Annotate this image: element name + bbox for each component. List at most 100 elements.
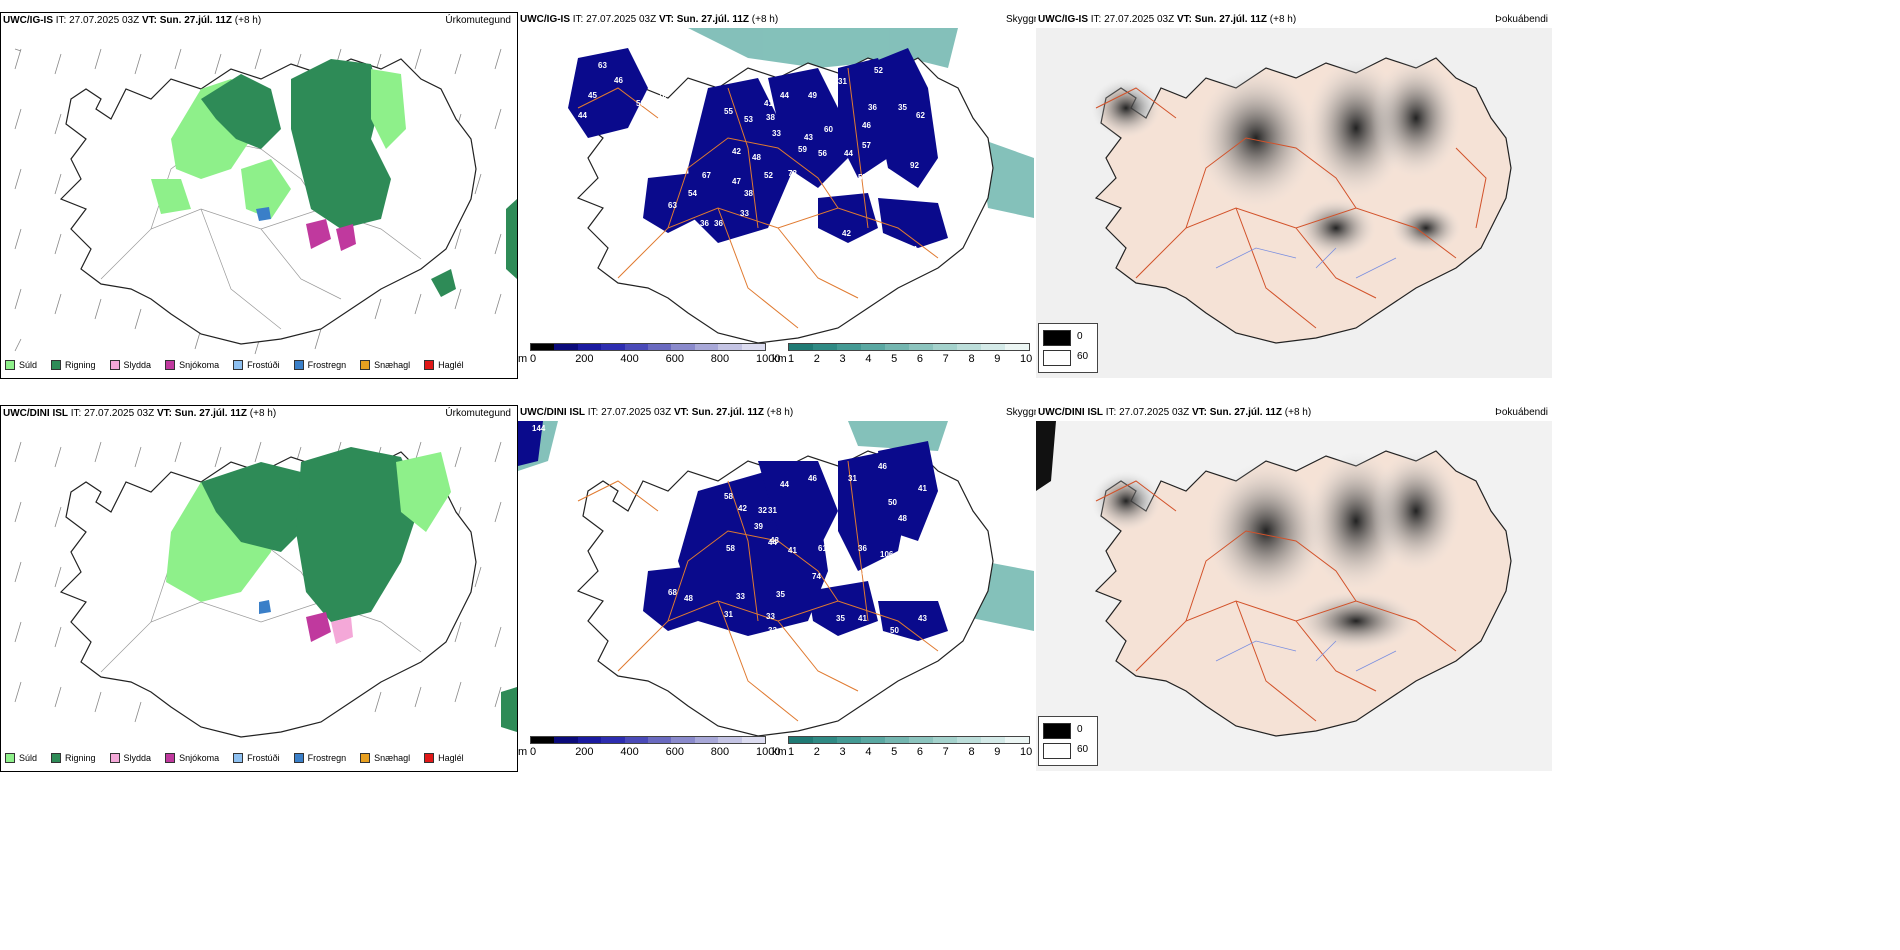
model-name: UWC/DINI ISL [520, 407, 585, 418]
ceiling-value-label: 106 [880, 550, 894, 559]
fog-panel-top: UWC/IG-IS IT: 27.07.2025 03Z VT: Sun. 27… [1036, 12, 1554, 379]
colorbar-tick: 1000 [756, 353, 781, 365]
model-name: UWC/IG-IS [1038, 14, 1088, 25]
colorbar-tick: 1 [788, 746, 795, 758]
legend-item-frostregn: Frostregn [293, 753, 346, 763]
colorbar-tick: 0 [530, 746, 537, 758]
ceiling-value-label: 36 [858, 544, 867, 553]
ceiling-panel-bottom: UWC/DINI ISL IT: 27.07.2025 03Z VT: Sun.… [518, 405, 1036, 772]
legend-swatch [293, 360, 304, 370]
vt-label: VT: [1191, 407, 1207, 418]
lead-time: (+8 h) [766, 407, 794, 418]
legend-swatch [165, 360, 176, 370]
ceiling-value-label: 63 [598, 61, 607, 70]
ceiling-areas [518, 421, 948, 641]
legend-label: Snæhagl [374, 360, 411, 370]
legend-label: Snæhagl [374, 753, 411, 763]
ceiling-value-label: 41 [858, 614, 867, 623]
panel-header: UWC/IG-IS IT: 27.07.2025 03Z VT: Sun. 27… [520, 12, 1034, 28]
ceiling-value-label: 61 [818, 544, 827, 553]
ceiling-value-label: 74 [812, 572, 821, 581]
colorbar-tick: 5 [891, 746, 898, 758]
fog-legend-high: 60 [1077, 744, 1089, 755]
legend-item-frostúði: Frostúði [233, 753, 280, 763]
colorbar-tick: 3 [839, 746, 846, 758]
fog-panel-bottom: UWC/DINI ISL IT: 27.07.2025 03Z VT: Sun.… [1036, 405, 1554, 772]
ceiling-value-label: 60 [824, 125, 833, 134]
it-label: IT: [1105, 407, 1117, 418]
legend-label: Súld [19, 753, 38, 763]
model-name: UWC/IG-IS [520, 14, 570, 25]
vt-label: VT: [673, 407, 689, 418]
legend-item-slydda: Slydda [109, 753, 152, 763]
ceiling-value-label: 34 [818, 231, 827, 240]
ceiling-value-label: 64 [764, 712, 773, 721]
vt-value: Sun. 27.júl. 11Z [676, 14, 749, 25]
legend-label: Slydda [123, 753, 152, 763]
legend-item-rigning: Rigning [51, 360, 96, 370]
ceiling-value-label: 41 [918, 484, 927, 493]
ceiling-value-label: 35 [898, 103, 907, 112]
ceiling-value-label: 20 [764, 245, 773, 254]
colorbar-tick: 2 [813, 353, 820, 365]
ceiling-value-label: 47 [732, 177, 741, 186]
ceiling-value-label: 44 [578, 111, 587, 120]
legend-label: Rigning [65, 753, 96, 763]
ceiling-value-label: 44 [780, 480, 789, 489]
legend-label: Frostúði [247, 753, 280, 763]
colorbar-tick: 2 [813, 746, 820, 758]
lead-time: (+8 h) [249, 408, 277, 419]
ceiling-value-label: 67 [702, 171, 711, 180]
ceiling-value-label: 62 [916, 111, 925, 120]
colorbar-tick: 200 [575, 746, 594, 758]
ceiling-value-label: 60 [868, 233, 877, 242]
fog-areas [1091, 58, 1461, 258]
legend-swatch [360, 360, 371, 370]
vt-value: Sun. 27.júl. 11Z [691, 407, 764, 418]
precip-areas [151, 59, 517, 297]
it-label: IT: [587, 407, 599, 418]
ceiling-value-label: 43 [848, 572, 857, 581]
ceiling-value-label: 50 [890, 626, 899, 635]
legend-label: Snjókoma [179, 753, 220, 763]
colorbar-tick: 400 [620, 353, 639, 365]
legend-swatch [424, 753, 435, 763]
ceiling-value-label: 41 [788, 546, 797, 555]
ceiling-value-label: 42 [738, 504, 747, 513]
precip-type-map [14, 48, 517, 355]
legend-item-snjókoma: Snjókoma [165, 753, 219, 763]
ceiling-value-label: 42 [732, 147, 741, 156]
ceiling-value-label: 49 [808, 91, 817, 100]
legend-swatch [233, 753, 244, 763]
precip-legend: Súld Rigning Slydda Snjókoma Frostúði Frostre… [5, 356, 478, 374]
vt-value: Sun. 27.júl. 11Z [1194, 14, 1267, 25]
colorbar-tick: 8 [968, 746, 975, 758]
ceiling-value-label: 31 [838, 77, 847, 86]
ceiling-value-label: 33 [768, 626, 777, 635]
legend-item-rigning: Rigning [51, 753, 96, 763]
roads [1095, 480, 1457, 722]
roads [1095, 87, 1487, 329]
vt-label: VT: [658, 14, 674, 25]
visibility-title: Skyggni [1006, 14, 1042, 25]
colorbar-tick: 8 [968, 353, 975, 365]
ceiling-value-label: 50 [888, 498, 897, 507]
ceiling-value-label: 43 [770, 536, 779, 545]
rivers [1215, 247, 1397, 279]
lead-time: (+8 h) [1269, 14, 1297, 25]
vt-value: Sun. 27.júl. 11Z [159, 15, 232, 26]
ceiling-value-label: 48 [752, 153, 761, 162]
legend-swatch [424, 360, 435, 370]
colorbar-tick: 10 [1020, 746, 1033, 758]
ceiling-value-label: 36 [868, 103, 877, 112]
ceiling-value-label: 40 [702, 235, 711, 244]
precip-areas [166, 447, 517, 732]
fog-legend-low-swatch [1043, 330, 1071, 346]
colorbar-tick: 3 [839, 353, 846, 365]
ceiling-value-label: 55 [724, 107, 733, 116]
ceiling-panel-top: UWC/IG-IS IT: 27.07.2025 03Z VT: Sun. 27… [518, 12, 1036, 379]
colorbar-tick: 4 [865, 746, 872, 758]
ceiling-colorbar: m 0 200 400 600 800 1000 [518, 736, 780, 766]
lead-time: (+8 h) [234, 15, 262, 26]
it-value: 27.07.2025 03Z [69, 15, 140, 26]
